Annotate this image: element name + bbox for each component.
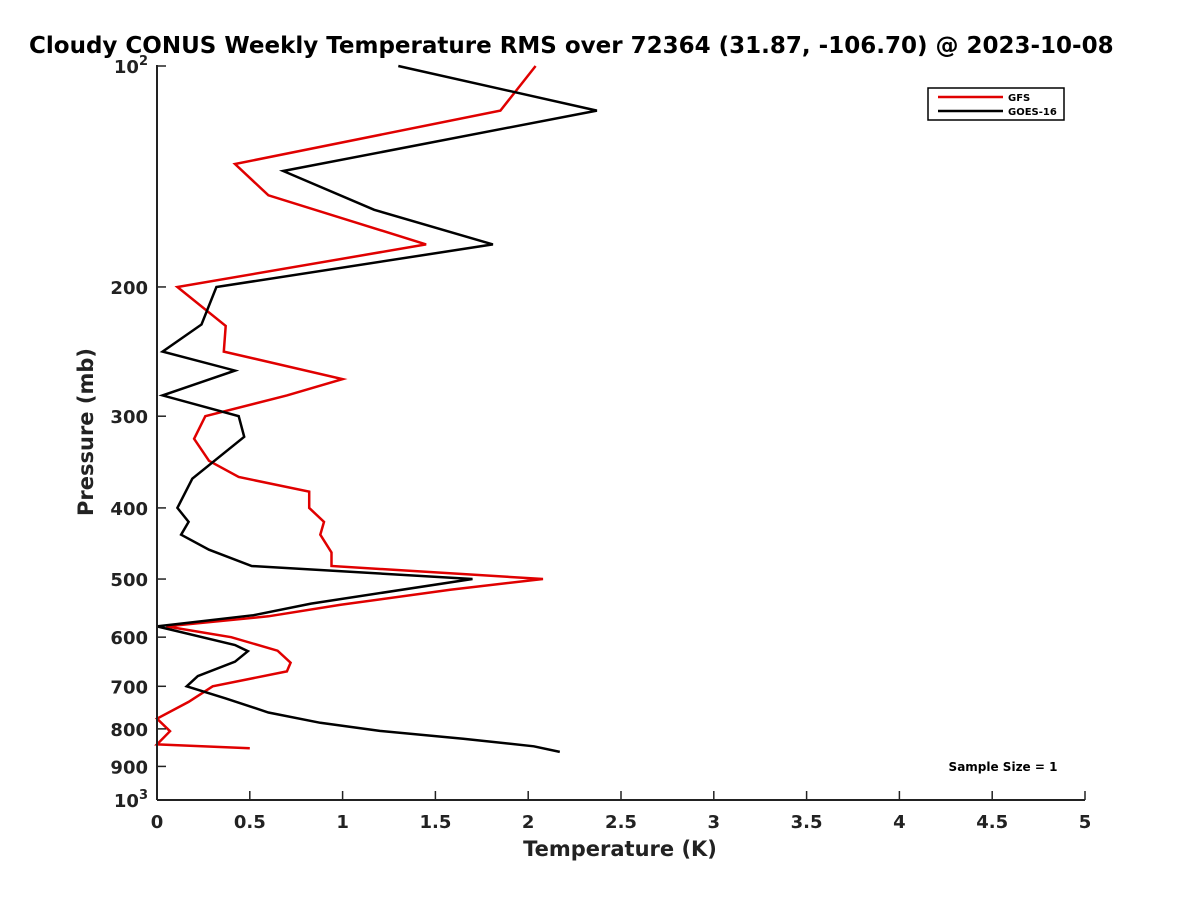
x-tick-label: 1.5 — [419, 812, 451, 833]
legend-label-gfs: GFS — [1008, 93, 1030, 104]
y-tick-label: 200 — [110, 278, 148, 299]
x-tick-label: 5 — [1079, 812, 1092, 833]
x-axis-label: Temperature (K) — [523, 837, 717, 861]
chart-title: Cloudy CONUS Weekly Temperature RMS over… — [29, 33, 1114, 59]
y-tick-label: 300 — [110, 407, 148, 428]
x-tick-label: 4 — [893, 812, 906, 833]
x-tick-label: 1 — [336, 812, 349, 833]
y-tick-label: 103 — [114, 788, 148, 812]
y-tick-label: 400 — [110, 499, 148, 520]
ticks-layer: 0 0.5 1 1.5 2 2.5 3 3.5 4 4.5 5 102 200 300 400 500 600 7… — [110, 54, 1091, 833]
x-tick-label: 3 — [708, 812, 721, 833]
sample-size-annotation: Sample Size = 1 — [949, 760, 1058, 774]
y-tick-label: 500 — [110, 570, 148, 591]
x-tick-label: 3.5 — [791, 812, 823, 833]
legend-box — [927, 87, 1065, 121]
legend: GFS GOES-16 — [927, 87, 1065, 121]
y-tick-label: 600 — [110, 628, 148, 649]
series-line-gfs — [154, 65, 544, 750]
x-tick-label: 2 — [522, 812, 535, 833]
x-tick-label: 2.5 — [605, 812, 637, 833]
series-line-goes16 — [156, 64, 598, 754]
y-tick-label: 102 — [114, 54, 148, 78]
y-tick-label: 900 — [110, 757, 148, 778]
series-layer — [154, 64, 598, 754]
y-tick-label: 700 — [110, 677, 148, 698]
legend-label-goes16: GOES-16 — [1008, 107, 1057, 118]
y-axis-label: Pressure (mb) — [74, 348, 98, 516]
x-tick-label: 4.5 — [976, 812, 1008, 833]
x-tick-label: 0 — [151, 812, 164, 833]
y-tick-label: 800 — [110, 720, 148, 741]
x-tick-label: 0.5 — [234, 812, 266, 833]
